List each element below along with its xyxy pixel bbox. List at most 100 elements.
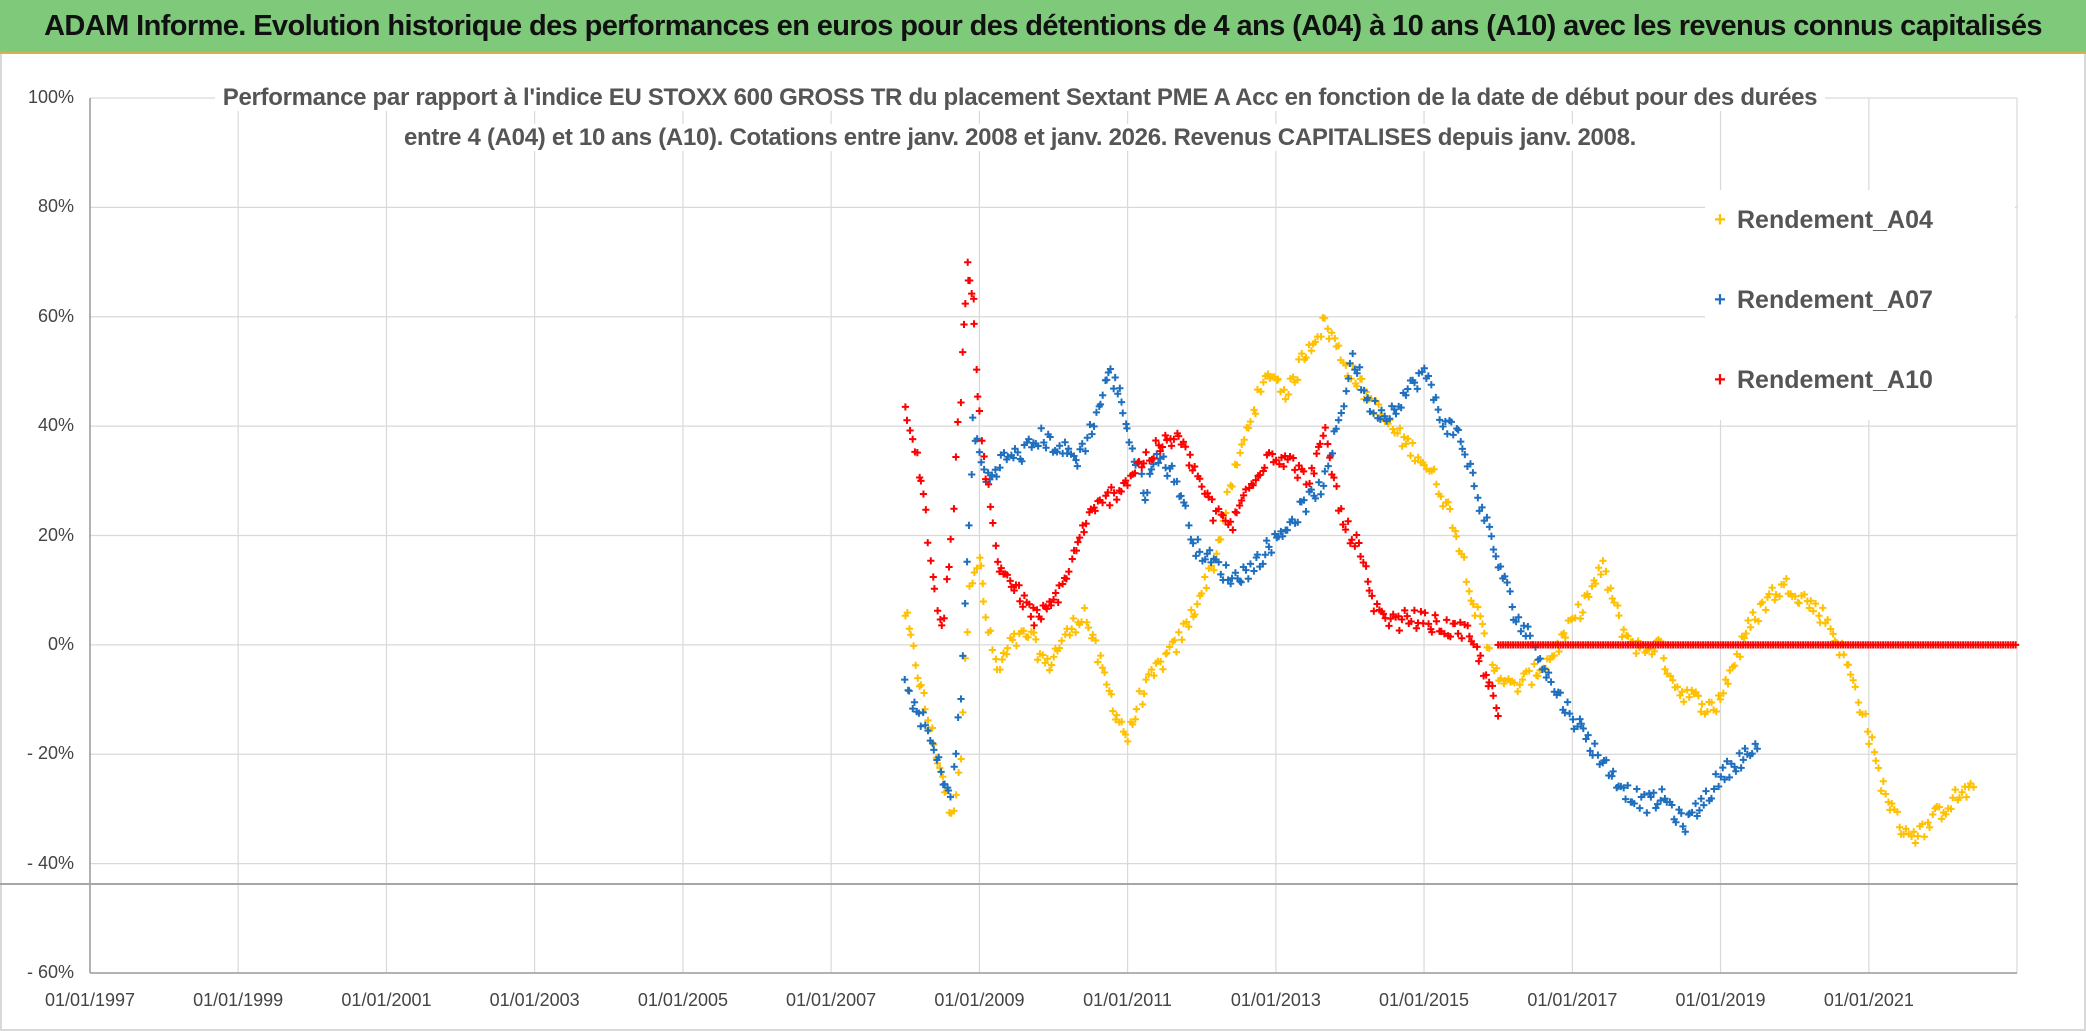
point-rendement_a10-40 (984, 480, 993, 488)
point-rendement_a04-403 (1821, 619, 1829, 627)
point-rendement_a07-12 (929, 739, 937, 747)
point-rendement_a10-124 (1170, 435, 1178, 443)
point-rendement_a04-443 (1914, 832, 1922, 840)
point-rendement_a04-440 (1907, 832, 1916, 841)
point-rendement_a04-95 (1109, 707, 1117, 715)
point-rendement_a07-25 (957, 695, 965, 703)
chart-title: Performance par rapport à l'indice EU ST… (200, 78, 1840, 158)
point-rendement_a07-270 (1514, 613, 1523, 621)
point-rendement_a07-316 (1621, 795, 1630, 803)
point-rendement_a07-124 (1177, 492, 1185, 500)
point-rendement_a04-441 (1910, 828, 1918, 836)
point-rendement_a07-180 (1307, 486, 1315, 494)
point-rendement_a07-96 (1116, 384, 1124, 392)
point-rendement_a07-184 (1317, 490, 1325, 498)
point-rendement_a04-92 (1103, 680, 1111, 689)
point-rendement_a10-126 (1175, 432, 1183, 440)
point-rendement_a07-71 (1061, 438, 1069, 446)
point-rendement_a04-123 (1172, 648, 1181, 656)
point-rendement_a04-132 (1193, 600, 1201, 608)
point-rendement_a07-242 (1449, 431, 1457, 439)
point-rendement_a10-11 (927, 557, 935, 565)
point-rendement_a04-218 (1393, 429, 1402, 437)
point-rendement_a07-101 (1125, 438, 1133, 446)
point-rendement_a04-422 (1865, 740, 1873, 748)
point-rendement_a04-405 (1827, 625, 1835, 633)
point-rendement_a04-117 (1159, 665, 1167, 673)
point-rendement_a07-100 (1123, 424, 1131, 432)
point-rendement_a10-161 (1256, 471, 1264, 479)
point-rendement_a04-461 (1955, 794, 1964, 802)
point-rendement_a04-411 (1840, 651, 1848, 659)
series-rendement_a04 (901, 314, 1978, 847)
y-tick-label: 100% (27, 87, 74, 107)
point-rendement_a04-247 (1460, 553, 1468, 561)
point-rendement_a04-38 (982, 613, 990, 621)
point-rendement_a07-351 (1702, 787, 1710, 795)
point-rendement_a10-99 (1113, 496, 1121, 504)
point-rendement_a04-82 (1080, 604, 1089, 612)
point-rendement_a04-423 (1868, 733, 1876, 741)
point-rendement_a10-71 (1049, 595, 1058, 604)
point-rendement_a07-245 (1457, 438, 1465, 446)
x-tick-label: 01/01/2011 (1083, 990, 1172, 1010)
point-rendement_a04-187 (1320, 314, 1329, 322)
point-rendement_a07-29 (965, 521, 973, 529)
point-rendement_a10-218 (1387, 614, 1395, 623)
point-rendement_a04-3 (907, 631, 915, 639)
point-rendement_a04-191 (1331, 334, 1339, 343)
point-rendement_a10-234 (1424, 620, 1433, 628)
point-rendement_a04-396 (1805, 604, 1813, 612)
point-rendement_a07-212 (1381, 412, 1389, 420)
point-rendement_a07-288 (1556, 689, 1564, 697)
point-rendement_a07-249 (1466, 460, 1475, 468)
y-tick-label: 0% (47, 633, 74, 654)
point-rendement_a07-92 (1106, 365, 1115, 373)
point-rendement_a10-143 (1215, 505, 1223, 513)
point-rendement_a07-297 (1577, 720, 1585, 728)
point-rendement_a04-216 (1389, 425, 1397, 433)
point-rendement_a07-267 (1508, 603, 1516, 611)
point-rendement_a10-242 (1443, 616, 1451, 624)
point-rendement_a07-60 (1034, 442, 1042, 450)
point-rendement_a10-31 (968, 290, 976, 298)
point-rendement_a04-1 (903, 608, 911, 617)
point-rendement_a07-43 (996, 464, 1004, 472)
point-rendement_a07-132 (1196, 548, 1204, 556)
point-rendement_a07-252 (1474, 494, 1482, 502)
point-rendement_a10-228 (1410, 606, 1418, 614)
point-rendement_a10-95 (1104, 488, 1112, 497)
y-tick-label: - 20% (26, 743, 74, 764)
point-rendement_a04-383 (1775, 592, 1784, 600)
point-rendement_a10-190 (1324, 440, 1332, 448)
point-rendement_a10-16 (938, 621, 946, 629)
point-rendement_a04-364 (1730, 662, 1739, 670)
x-tick-label: 01/01/2003 (489, 990, 580, 1010)
point-rendement_a07-345 (1688, 808, 1696, 817)
point-rendement_a04-104 (1128, 720, 1137, 729)
legend-item-a04: + Rendement_A04 (1705, 200, 1933, 240)
point-rendement_a07-365 (1735, 749, 1744, 757)
point-rendement_a07-359 (1721, 775, 1729, 784)
point-rendement_a07-284 (1547, 678, 1555, 686)
point-rendement_a07-79 (1078, 440, 1086, 448)
point-rendement_a04-31 (968, 579, 977, 587)
point-rendement_a07-203 (1360, 386, 1368, 395)
point-rendement_a07-201 (1356, 363, 1364, 371)
point-rendement_a07-332 (1658, 785, 1666, 793)
point-rendement_a04-424 (1870, 748, 1879, 756)
point-rendement_a04-272 (1518, 676, 1527, 684)
point-rendement_a07-163 (1267, 549, 1276, 557)
point-rendement_a10-159 (1252, 476, 1260, 484)
point-rendement_a07-13 (930, 746, 938, 754)
point-rendement_a04-57 (1024, 633, 1032, 641)
point-rendement_a04-36 (979, 580, 987, 588)
point-rendement_a07-87 (1096, 400, 1105, 408)
point-rendement_a04-219 (1396, 424, 1404, 432)
point-rendement_a10-110 (1138, 463, 1146, 471)
point-rendement_a07-291 (1563, 698, 1572, 706)
point-rendement_a10-10 (924, 539, 932, 547)
point-rendement_a07-164 (1271, 530, 1279, 538)
point-rendement_a04-348 (1694, 692, 1702, 700)
point-rendement_a10-246 (1451, 619, 1459, 628)
